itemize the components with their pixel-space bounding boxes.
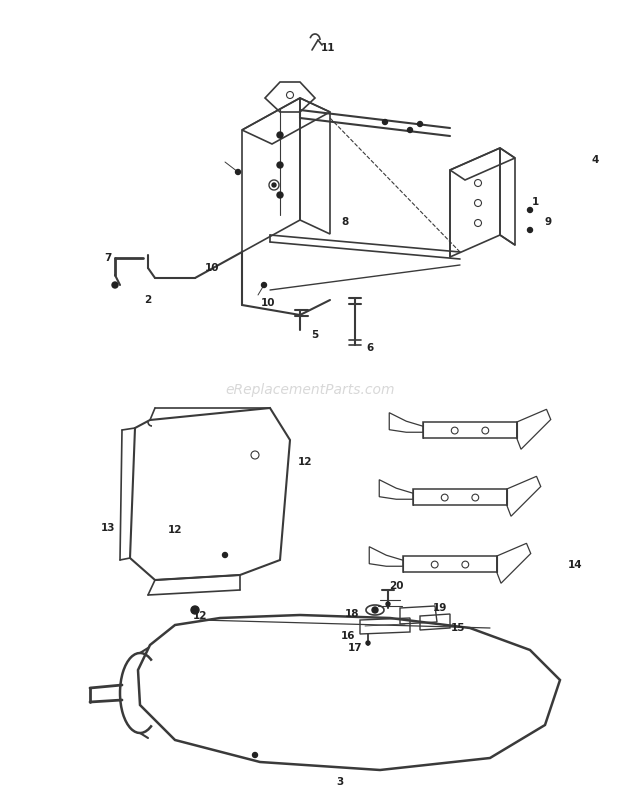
- Text: 9: 9: [544, 217, 552, 227]
- Circle shape: [432, 561, 438, 568]
- Circle shape: [252, 752, 257, 758]
- Circle shape: [223, 553, 228, 557]
- Text: 20: 20: [389, 581, 403, 591]
- Circle shape: [262, 282, 267, 287]
- Text: 15: 15: [451, 623, 465, 633]
- Text: 11: 11: [321, 43, 335, 53]
- Text: 16: 16: [341, 631, 355, 641]
- Text: 14: 14: [568, 560, 582, 570]
- Text: 8: 8: [342, 217, 348, 227]
- Circle shape: [417, 121, 422, 127]
- Circle shape: [366, 641, 370, 645]
- Circle shape: [286, 91, 293, 99]
- Text: 17: 17: [348, 643, 362, 653]
- Circle shape: [191, 606, 199, 614]
- Text: eReplacementParts.com: eReplacementParts.com: [225, 383, 395, 397]
- Text: 10: 10: [261, 298, 275, 308]
- Text: 19: 19: [433, 603, 447, 613]
- Text: 5: 5: [311, 330, 319, 340]
- Circle shape: [236, 169, 241, 175]
- Circle shape: [277, 132, 283, 138]
- Circle shape: [462, 561, 469, 568]
- Text: 6: 6: [366, 343, 374, 353]
- Circle shape: [372, 607, 378, 613]
- Text: 4: 4: [591, 155, 599, 165]
- Circle shape: [528, 228, 533, 233]
- Circle shape: [441, 494, 448, 501]
- Text: 12: 12: [193, 611, 207, 621]
- Text: 13: 13: [100, 523, 115, 533]
- Circle shape: [472, 494, 479, 501]
- Circle shape: [277, 162, 283, 168]
- Circle shape: [451, 427, 458, 434]
- Circle shape: [251, 451, 259, 459]
- Circle shape: [383, 119, 388, 124]
- Text: 7: 7: [104, 253, 112, 263]
- Text: 1: 1: [531, 197, 539, 207]
- Circle shape: [386, 602, 390, 606]
- Text: 3: 3: [337, 777, 343, 787]
- Text: 18: 18: [345, 609, 359, 619]
- Circle shape: [112, 282, 118, 288]
- Circle shape: [482, 427, 489, 434]
- Circle shape: [474, 200, 482, 206]
- Circle shape: [272, 183, 276, 187]
- Circle shape: [474, 180, 482, 187]
- Text: 10: 10: [205, 263, 219, 273]
- Text: 12: 12: [168, 525, 182, 535]
- Circle shape: [407, 128, 412, 132]
- Text: 2: 2: [144, 295, 152, 305]
- Circle shape: [474, 220, 482, 226]
- Circle shape: [277, 192, 283, 198]
- Text: 12: 12: [298, 457, 312, 467]
- Circle shape: [528, 208, 533, 213]
